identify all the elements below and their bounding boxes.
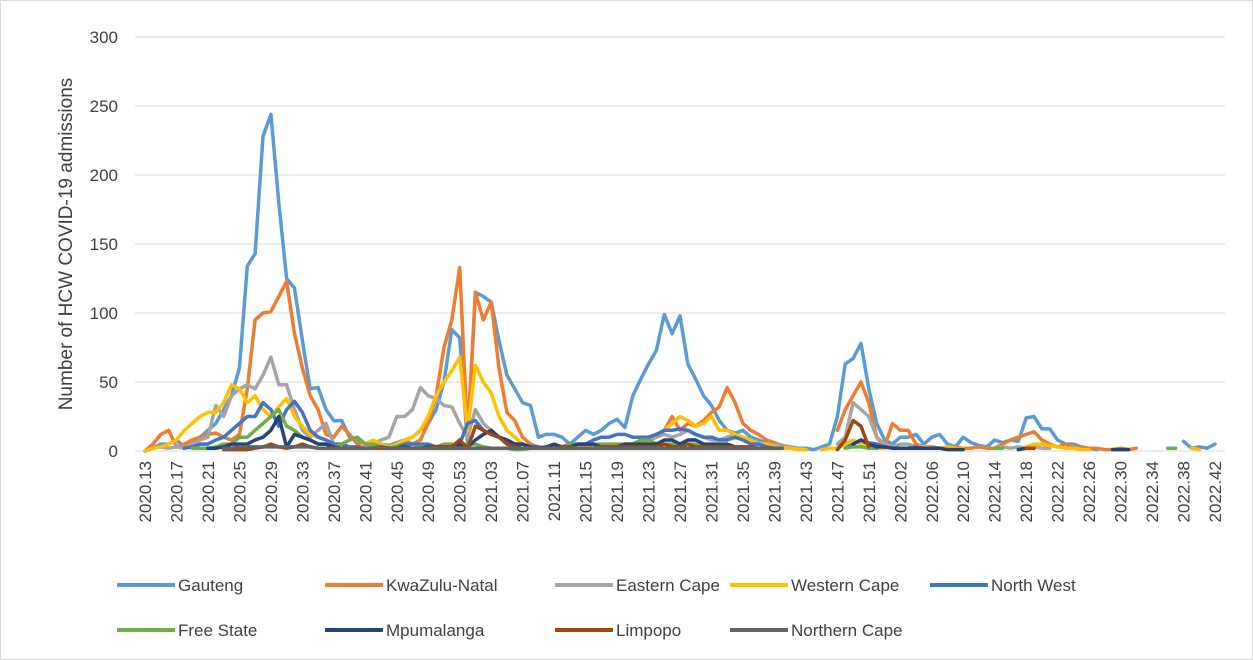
x-tick-label: 2021.03 — [482, 461, 501, 522]
x-tick-label: 2021.23 — [640, 461, 659, 522]
legend-label: North West — [991, 576, 1076, 595]
legend-label: Free State — [178, 621, 257, 640]
x-tick-label: 2021.43 — [797, 461, 816, 522]
x-tick-label: 2020.49 — [419, 461, 438, 522]
x-tick-label: 2022.30 — [1112, 461, 1131, 522]
x-tick-label: 2020.41 — [356, 461, 375, 522]
x-tick-label: 2020.37 — [325, 461, 344, 522]
series-line — [221, 445, 785, 450]
x-tick-label: 2020.25 — [230, 461, 249, 522]
x-tick-label: 2022.22 — [1049, 461, 1068, 522]
legend-label: KwaZulu-Natal — [386, 576, 498, 595]
legend-label: Limpopo — [616, 621, 681, 640]
x-tick-label: 2021.27 — [671, 461, 690, 522]
x-tick-label: 2020.17 — [167, 461, 186, 522]
x-tick-label: 2021.31 — [702, 461, 721, 522]
x-tick-label: 2021.07 — [514, 461, 533, 522]
y-tick-label: 150 — [90, 235, 118, 254]
y-tick-label: 200 — [90, 166, 118, 185]
x-tick-label: 2020.53 — [451, 461, 470, 522]
x-tick-label: 2021.15 — [577, 461, 596, 522]
x-tick-label: 2022.42 — [1206, 461, 1225, 522]
x-tick-label: 2021.11 — [545, 461, 564, 521]
x-tick-label: 2020.13 — [136, 461, 155, 522]
series-line — [143, 112, 1217, 453]
y-axis-title: Number of HCW COVID-19 admissions — [56, 78, 77, 411]
y-tick-label: 50 — [99, 373, 118, 392]
x-tick-label: 2022.14 — [986, 461, 1005, 522]
x-tick-label: 2022.10 — [954, 461, 973, 522]
legend-label: Mpumalanga — [386, 621, 485, 640]
x-tick-label: 2020.45 — [388, 461, 407, 522]
x-tick-label: 2022.34 — [1143, 461, 1162, 522]
x-tick-label: 2020.33 — [293, 461, 312, 522]
x-tick-label: 2021.35 — [734, 461, 753, 522]
legend-label: Eastern Cape — [616, 576, 720, 595]
y-tick-label: 100 — [90, 304, 118, 323]
x-tick-label: 2022.38 — [1175, 461, 1194, 522]
legend-label: Western Cape — [791, 576, 899, 595]
y-tick-label: 0 — [109, 442, 118, 461]
x-tick-label: 2022.06 — [923, 461, 942, 522]
y-tick-label: 250 — [90, 97, 118, 116]
legend-label: Gauteng — [178, 576, 243, 595]
y-tick-label: 300 — [90, 28, 118, 47]
x-tick-label: 2022.26 — [1080, 461, 1099, 522]
x-tick-label: 2021.19 — [608, 461, 627, 522]
x-tick-label: 2022.18 — [1017, 461, 1036, 522]
x-tick-label: 2020.21 — [199, 461, 218, 522]
x-tick-label: 2021.47 — [828, 461, 847, 522]
x-tick-label: 2020.29 — [262, 461, 281, 522]
x-tick-label: 2021.39 — [765, 461, 784, 522]
legend-label: Northern Cape — [791, 621, 903, 640]
x-tick-label: 2022.02 — [891, 461, 910, 522]
x-tick-label: 2021.51 — [860, 461, 879, 522]
